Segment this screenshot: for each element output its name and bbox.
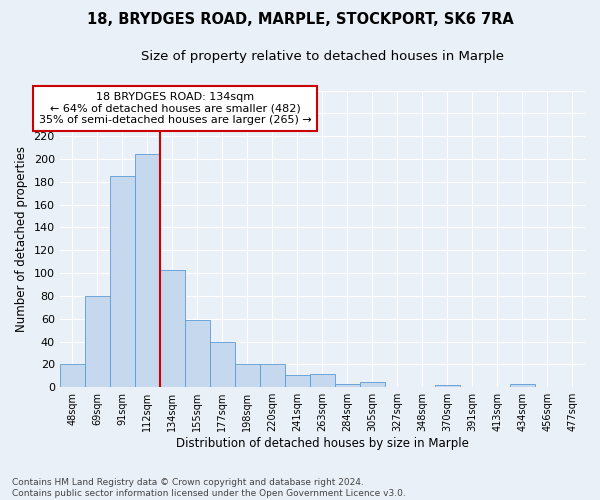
Bar: [510, 384, 535, 387]
Text: Contains HM Land Registry data © Crown copyright and database right 2024.
Contai: Contains HM Land Registry data © Crown c…: [12, 478, 406, 498]
X-axis label: Distribution of detached houses by size in Marple: Distribution of detached houses by size …: [176, 437, 469, 450]
Bar: [285, 374, 310, 387]
Bar: [135, 154, 160, 387]
Bar: [360, 382, 385, 387]
Bar: [85, 296, 110, 387]
Bar: [435, 385, 460, 387]
Bar: [110, 176, 135, 387]
Bar: [59, 364, 85, 387]
Text: 18, BRYDGES ROAD, MARPLE, STOCKPORT, SK6 7RA: 18, BRYDGES ROAD, MARPLE, STOCKPORT, SK6…: [86, 12, 514, 28]
Bar: [185, 320, 210, 387]
Text: 18 BRYDGES ROAD: 134sqm
← 64% of detached houses are smaller (482)
35% of semi-d: 18 BRYDGES ROAD: 134sqm ← 64% of detache…: [39, 92, 311, 125]
Bar: [235, 364, 260, 387]
Title: Size of property relative to detached houses in Marple: Size of property relative to detached ho…: [141, 50, 504, 63]
Bar: [160, 270, 185, 387]
Bar: [210, 342, 235, 387]
Y-axis label: Number of detached properties: Number of detached properties: [15, 146, 28, 332]
Bar: [260, 364, 285, 387]
Bar: [335, 384, 360, 387]
Bar: [310, 374, 335, 387]
